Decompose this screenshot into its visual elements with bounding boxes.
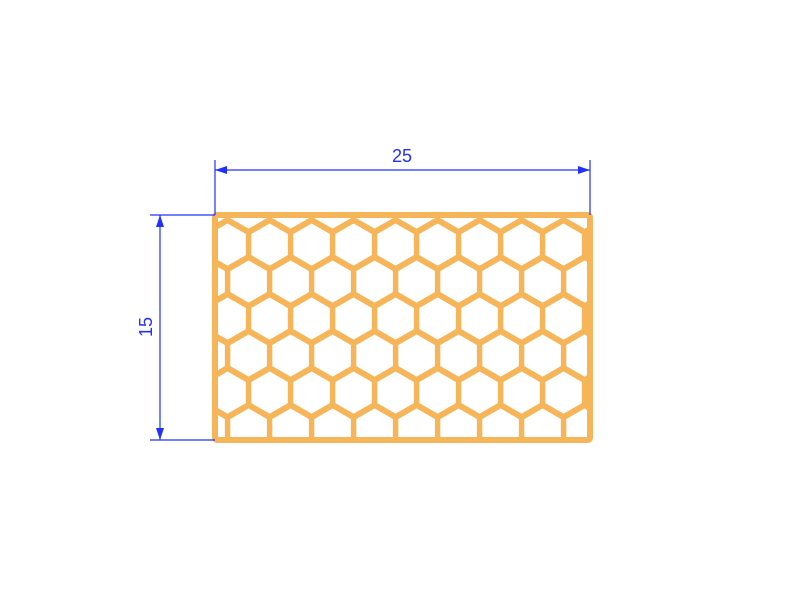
stage: 25 15: [0, 0, 800, 600]
profile-fill: [215, 215, 590, 440]
dim-arrow: [578, 166, 590, 174]
dim-arrow: [215, 166, 227, 174]
dim-arrow: [156, 428, 164, 440]
diagram-svg: 25 15: [0, 0, 800, 600]
dim-arrow: [156, 215, 164, 227]
dim-label-width: 25: [392, 146, 412, 166]
dim-label-height: 15: [136, 317, 156, 337]
